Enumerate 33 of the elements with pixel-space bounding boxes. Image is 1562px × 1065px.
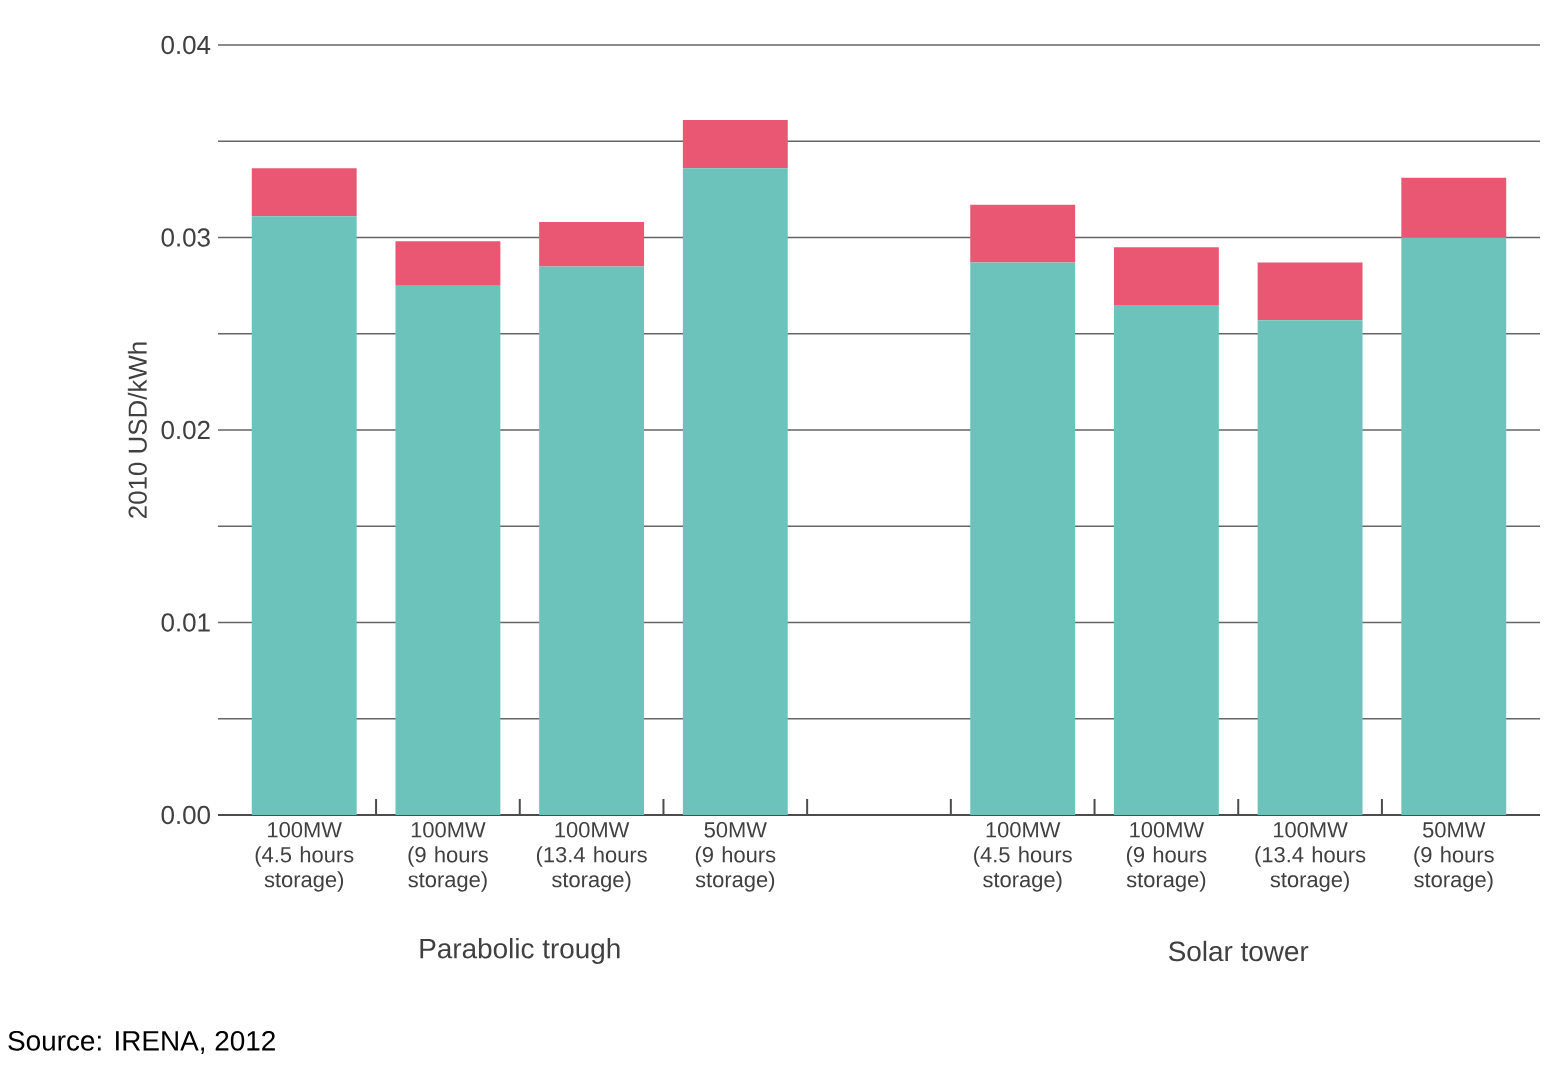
x-tick-label: 50MW (9 hours storage) xyxy=(1414,822,1494,892)
bar xyxy=(251,168,357,217)
x-tick-label: 50MW (9 hours storage) xyxy=(695,822,776,892)
text: Solar tower xyxy=(1168,940,1309,962)
bar xyxy=(1113,304,1219,815)
y-tick-label: 0.00 xyxy=(161,805,210,825)
bar xyxy=(1257,262,1363,321)
bar xyxy=(395,241,501,286)
y-tick-label: 0.03 xyxy=(161,228,210,247)
bar xyxy=(682,168,788,815)
y-tick-label: 0.02 xyxy=(161,420,210,440)
bar xyxy=(539,266,645,815)
bar xyxy=(539,222,645,267)
bar xyxy=(1401,177,1507,238)
bar xyxy=(395,285,501,815)
x-tick-label: 100MW (9 hours storage) xyxy=(408,822,488,892)
bar xyxy=(1113,247,1219,305)
y-axis-title: 2010 USD/kWh xyxy=(127,342,147,518)
x-tick-label: 100MW (9 hours storage) xyxy=(1126,822,1207,892)
source-note: Source: IRENA, 2012 xyxy=(8,1030,275,1054)
x-tick-label: 100MW (4.5 hours storage) xyxy=(255,822,354,892)
x-tick-label: 100MW (13.4 hours storage) xyxy=(1255,822,1366,892)
x-tick-label: 100MW (4.5 hours storage) xyxy=(974,822,1072,892)
bar xyxy=(251,216,357,815)
y-tick-label: 0.01 xyxy=(161,613,210,632)
bar xyxy=(682,120,788,169)
bar xyxy=(970,204,1076,263)
text: Parabolic trough xyxy=(420,937,620,964)
bar xyxy=(1257,320,1363,815)
bar xyxy=(970,262,1076,815)
x-tick-label: 100MW (13.4 hours storage) xyxy=(536,822,647,892)
bar xyxy=(1401,237,1507,815)
y-tick-label: 0.04 xyxy=(161,35,211,55)
